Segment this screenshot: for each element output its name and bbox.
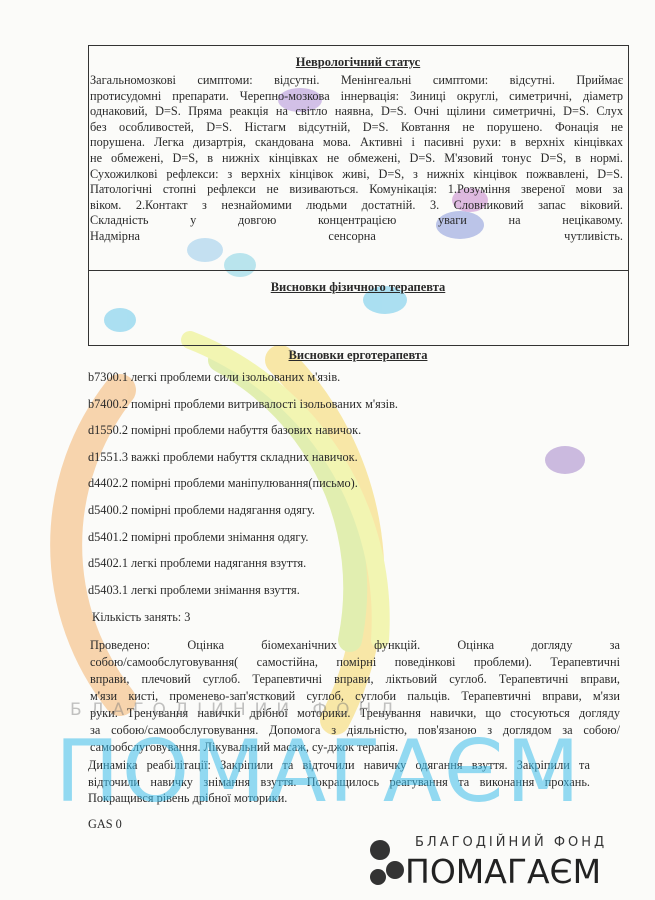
list-item: d5402.1 легкі проблеми надягання взуття. (88, 556, 307, 571)
watermark-text: ПОМАГАЄМ (55, 722, 582, 822)
paragraph-line: самообслуговування. Лікувальний масаж, с… (90, 740, 399, 754)
paragraph-line: відточили навичку знімання взуття. Покра… (88, 774, 590, 789)
paragraph-line: Сухожилкові рефлекси: з верхніх кінцівок… (90, 166, 623, 181)
paragraph-line: Проведено: Оцінка біомеханічних функцій.… (90, 638, 620, 652)
section-title: Висновки ерготерапевта (288, 348, 428, 362)
paragraph-line: віком. 2.Контакт з незнайомими людьми до… (90, 197, 623, 212)
watermark-text: БЛАГОДІЙНИЙ ФОНД (70, 700, 403, 720)
list-item: d5401.2 помірні проблеми знімання одягу. (88, 529, 309, 544)
paragraph-line: руки. Тренування навички дрібної моторик… (90, 706, 620, 720)
paragraph-line: не обмежені, D=S, в нижніх кінцівках не … (90, 151, 623, 165)
list-item: d1550.2 помірні проблеми набуття базових… (88, 423, 362, 438)
list-item: d5403.1 легкі проблеми знімання взуття. (88, 582, 300, 597)
section-title: Висновки фізичного терапевта (270, 280, 446, 294)
paragraph-line: за собою/самообслуговування. Допомога з … (90, 723, 620, 737)
paragraph-line: Патологічні стопні рефлекси не визивають… (90, 182, 623, 197)
gas-score: GAS 0 (88, 817, 122, 831)
paragraph-line: м'язи кисті, променево-зап'ястковий сугл… (90, 689, 620, 703)
paragraph-line: Динаміка реабілітації: Закріпили та відт… (88, 758, 590, 772)
paragraph-line: собою/самообслуговування( самостійна, по… (90, 655, 620, 669)
paragraph-line: вправи, плечовий суглоб. Терапевтичні вп… (90, 672, 620, 686)
logo-text: БЛАГОДІЙНИЙ ФОНД (415, 835, 608, 850)
paragraph-line: Надмірна сенсорна чутливість. (90, 229, 623, 243)
list-item: b7400.2 помірні проблеми витривалості із… (88, 396, 398, 411)
list-item: b7300.1 легкі проблеми сили ізольованих … (88, 370, 341, 384)
list-item: d5400.2 помірні проблеми надягання одягу… (88, 503, 315, 517)
physio-cell (88, 270, 629, 346)
sessions-count: Кількість занять: 3 (92, 610, 191, 624)
list-item: d1551.3 важкі проблеми набуття складних … (88, 449, 358, 464)
paragraph-line: без особливостей, D=S. Ністагм відсутній… (90, 119, 623, 134)
paragraph-line: однаковий, D=S. Пряма реакція на світло … (90, 104, 623, 119)
section-title: Неврологічний статус (295, 55, 421, 69)
paragraph-line: Покращився рівень дрібної моторики. (88, 791, 288, 805)
paragraph-line: Загальномозкові симптоми: відсутні. Мені… (90, 73, 623, 87)
paragraph-line: Складність у довгою концентрацією уваги … (90, 213, 623, 228)
paragraph-line: порушена. Легка дизартрія, скандована мо… (90, 135, 623, 150)
logo-text: ПОМАГАЄМ (405, 852, 602, 891)
paragraph-line: протисудомні препарати. Черепно-мозкова … (90, 88, 623, 103)
list-item: d4402.2 помірні проблеми маніпулювання(п… (88, 476, 358, 491)
